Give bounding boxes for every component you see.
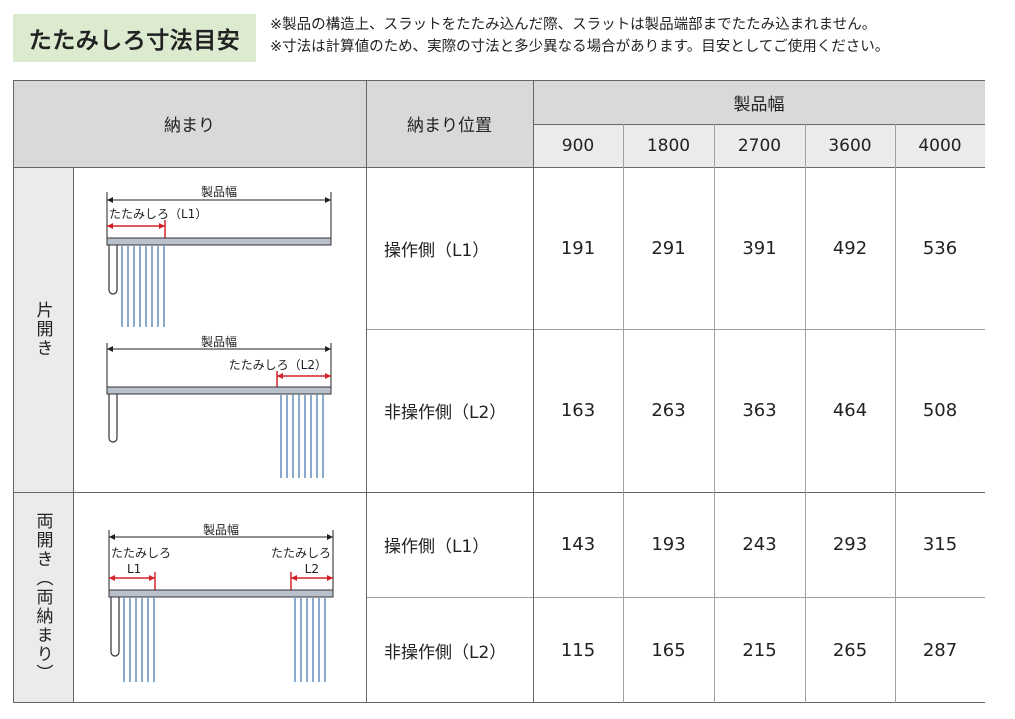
grid-line [13,167,985,168]
diagram-double: 製品幅 たたみしろ L1 たたみしろ L2 [108,522,334,682]
value-cell: 165 [651,639,686,661]
left-stack-sub: L1 [127,562,141,576]
grid-line [366,597,985,598]
grid-line [13,702,985,703]
header-width-4000: 4000 [895,124,985,167]
value-cell: 191 [560,237,596,259]
grid-line [366,329,985,330]
value-cell: 536 [922,237,958,259]
group-label-single: 片開き [13,167,73,492]
grid-line [714,124,715,703]
position-cell: 非操作側（L2） [384,403,507,423]
stack-label: たたみしろ（L1） [109,207,207,221]
value-cell: 287 [922,639,958,661]
value-cell: 363 [742,400,777,421]
group-label-double: 両開き（両納まり） [13,492,73,703]
value-cell: 163 [560,400,596,421]
header-width: 製品幅 [533,80,985,124]
grid-line [623,124,624,703]
value-cell: 193 [651,534,686,555]
left-stack-label: たたみしろ [111,546,171,560]
stack-label: たたみしろ（L2） [229,358,327,372]
value-cell: 293 [832,534,868,555]
header-width-2700: 2700 [714,124,805,167]
header-width-3600: 3600 [805,124,895,167]
position-cell: 操作側（L1） [384,240,490,261]
width-label: 製品幅 [201,184,237,199]
grid-line [73,167,74,703]
value-cell: 291 [651,237,686,259]
grid-line [895,124,896,703]
value-cell: 391 [742,237,777,259]
width-label: 製品幅 [203,522,239,537]
header-width-900: 900 [533,124,623,167]
value-cell: 243 [742,534,777,555]
grid-line [533,80,534,703]
value-cell: 492 [832,237,868,259]
value-cell: 315 [922,534,958,555]
value-cell: 143 [560,534,596,555]
grid-line [13,80,985,81]
position-cell: 非操作側（L2） [384,642,507,663]
header-position: 納まり位置 [366,80,533,167]
dimension-table: 納まり 納まり位置 製品幅 900 1800 2700 3600 4000 片開… [13,80,985,703]
value-cell: 215 [742,639,777,661]
note-line: ※寸法は計算値のため、実際の寸法と多少異なる場合があります。目安としてご使用くだ… [270,39,890,55]
value-cell: 508 [922,400,958,421]
right-stack-sub: L2 [305,562,319,576]
grid-line [13,80,14,703]
grid-line [805,124,806,703]
value-cell: 115 [560,639,596,661]
notes: ※製品の構造上、スラットをたたみ込んだ際、スラットは製品端部までたたみ込まれませ… [270,14,889,58]
diagram-single-l2: 製品幅 たたみしろ（L2） [106,334,332,478]
diagram-single-l1: 製品幅 たたみしろ（L1） [106,184,332,327]
grid-line [13,492,985,493]
header-width-1800: 1800 [623,124,714,167]
right-stack-label: たたみしろ [271,546,331,560]
page-title: たたみしろ寸法目安 [13,14,256,62]
note-line: ※製品の構造上、スラットをたたみ込んだ際、スラットは製品端部までたたみ込まれませ… [270,17,877,33]
position-cell: 操作側（L1） [384,537,490,557]
grid-line [533,124,985,125]
value-cell: 265 [832,639,868,661]
value-cell: 263 [651,400,686,421]
value-cell: 464 [832,400,868,421]
width-label: 製品幅 [201,334,237,349]
grid-line [366,80,367,703]
header-mount: 納まり [13,80,366,167]
